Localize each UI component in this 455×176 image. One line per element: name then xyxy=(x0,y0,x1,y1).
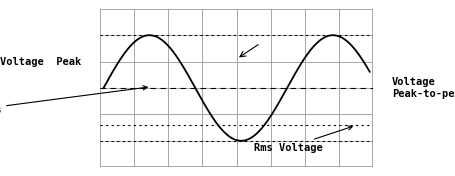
Text: Voltage  Peak: Voltage Peak xyxy=(0,57,81,67)
Text: Rms Voltage: Rms Voltage xyxy=(254,126,352,153)
Text: Zero Volts: Zero Volts xyxy=(0,86,147,115)
Text: Voltage
Peak-to-peak: Voltage Peak-to-peak xyxy=(392,77,455,99)
